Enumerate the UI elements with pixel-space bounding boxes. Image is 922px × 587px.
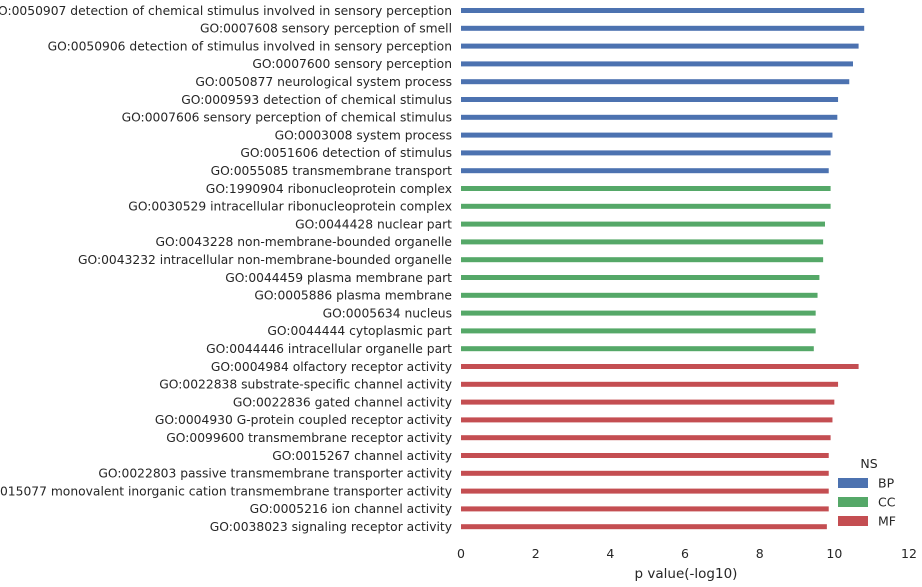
category-label-3: GO:0050906 detection of stimulus involve…: [48, 39, 452, 53]
category-label-6: GO:0009593 detection of chemical stimulu…: [181, 93, 452, 107]
category-label-24: GO:0004930 G-protein coupled receptor ac…: [155, 413, 452, 427]
category-label-21: GO:0004984 olfactory receptor activity: [211, 360, 452, 374]
category-label-4: GO:0007600 sensory perception: [252, 57, 452, 71]
bar-bp-4: [461, 61, 853, 67]
category-label-11: GO:1990904 ribonucleoprotein complex: [206, 182, 452, 196]
legend-swatch-mf: [838, 516, 868, 526]
legend-swatch-bp: [838, 478, 868, 488]
bar-bp-1: [461, 8, 865, 13]
bar-bp-2: [461, 25, 865, 31]
bar-cc-19: [461, 328, 816, 334]
legend-title: NS: [860, 456, 877, 471]
x-tick-label-8: 8: [756, 546, 764, 561]
bar-bp-8: [461, 132, 833, 138]
bar-bp-9: [461, 150, 831, 156]
category-label-20: GO:0044446 intracellular organelle part: [206, 342, 452, 356]
x-tick-label-0: 0: [457, 546, 465, 561]
category-label-7: GO:0007606 sensory perception of chemica…: [122, 111, 452, 125]
category-label-8: GO:0003008 system process: [275, 128, 452, 142]
bar-cc-18: [461, 310, 816, 316]
category-label-14: GO:0043228 non-membrane-bounded organell…: [155, 235, 452, 249]
bar-cc-12: [461, 203, 831, 209]
bar-cc-20: [461, 346, 814, 352]
category-label-9: GO:0051606 detection of stimulus: [240, 146, 452, 160]
category-label-30: GO:0038023 signaling receptor activity: [210, 520, 452, 534]
category-label-10: GO:0055085 transmembrane transport: [211, 164, 453, 178]
bar-mf-27: [461, 470, 829, 476]
bar-bp-7: [461, 114, 838, 120]
bar-bp-6: [461, 97, 839, 102]
legend-label-cc: CC: [878, 495, 896, 510]
x-axis-ticks-layer: 0 2 4 6 8 10 12: [457, 546, 917, 561]
x-tick-label-2: 2: [532, 546, 540, 561]
category-label-16: GO:0044459 plasma membrane part: [225, 271, 452, 285]
bar-bp-3: [461, 43, 859, 49]
x-axis-title: p value(-log10): [635, 566, 738, 582]
category-label-28: GO:0015077 monovalent inorganic cation t…: [0, 484, 452, 498]
bar-mf-25: [461, 435, 831, 441]
bar-bp-10: [461, 168, 829, 174]
category-label-2: GO:0007608 sensory perception of smell: [200, 22, 452, 36]
legend: NS BP CC MF: [838, 456, 896, 529]
category-label-5: GO:0050877 neurological system process: [195, 75, 452, 89]
x-tick-label-6: 6: [681, 546, 689, 561]
bar-bp-5: [461, 79, 850, 85]
bar-cc-15: [461, 257, 824, 263]
bar-mf-24: [461, 417, 833, 423]
bar-mf-22: [461, 381, 839, 387]
legend-label-bp: BP: [878, 476, 895, 491]
category-labels-layer: GO:0050907 detection of chemical stimulu…: [0, 4, 452, 534]
bar-cc-11: [461, 186, 831, 191]
bar-mf-26: [461, 453, 829, 458]
bar-mf-28: [461, 488, 829, 494]
category-label-25: GO:0099600 transmembrane receptor activi…: [166, 431, 452, 445]
x-tick-label-12: 12: [901, 546, 917, 561]
category-label-26: GO:0015267 channel activity: [272, 449, 452, 463]
legend-label-mf: MF: [878, 514, 896, 529]
category-label-13: GO:0044428 nuclear part: [295, 217, 452, 231]
x-tick-label-4: 4: [606, 546, 614, 561]
category-label-12: GO:0030529 intracellular ribonucleoprote…: [128, 200, 452, 214]
bar-cc-13: [461, 221, 825, 227]
bar-cc-16: [461, 275, 820, 280]
category-label-27: GO:0022803 passive transmembrane transpo…: [98, 467, 452, 481]
bar-mf-23: [461, 399, 835, 405]
legend-swatch-cc: [838, 497, 868, 507]
bar-cc-14: [461, 239, 824, 245]
category-label-15: GO:0043232 intracellular non-membrane-bo…: [78, 253, 452, 267]
bar-mf-30: [461, 524, 827, 530]
category-label-17: GO:0005886 plasma membrane: [254, 289, 452, 303]
category-label-1: GO:0050907 detection of chemical stimulu…: [0, 4, 452, 18]
category-label-23: GO:0022836 gated channel activity: [233, 395, 452, 409]
bar-mf-21: [461, 364, 859, 369]
bar-cc-17: [461, 292, 818, 298]
bar-mf-29: [461, 506, 829, 512]
category-label-18: GO:0005634 nucleus: [323, 306, 452, 320]
category-label-22: GO:0022838 substrate-specific channel ac…: [159, 378, 452, 392]
category-label-19: GO:0044444 cytoplasmic part: [267, 324, 452, 338]
bars-layer: [461, 8, 865, 530]
category-label-29: GO:0005216 ion channel activity: [250, 502, 452, 516]
x-tick-label-10: 10: [826, 546, 842, 561]
